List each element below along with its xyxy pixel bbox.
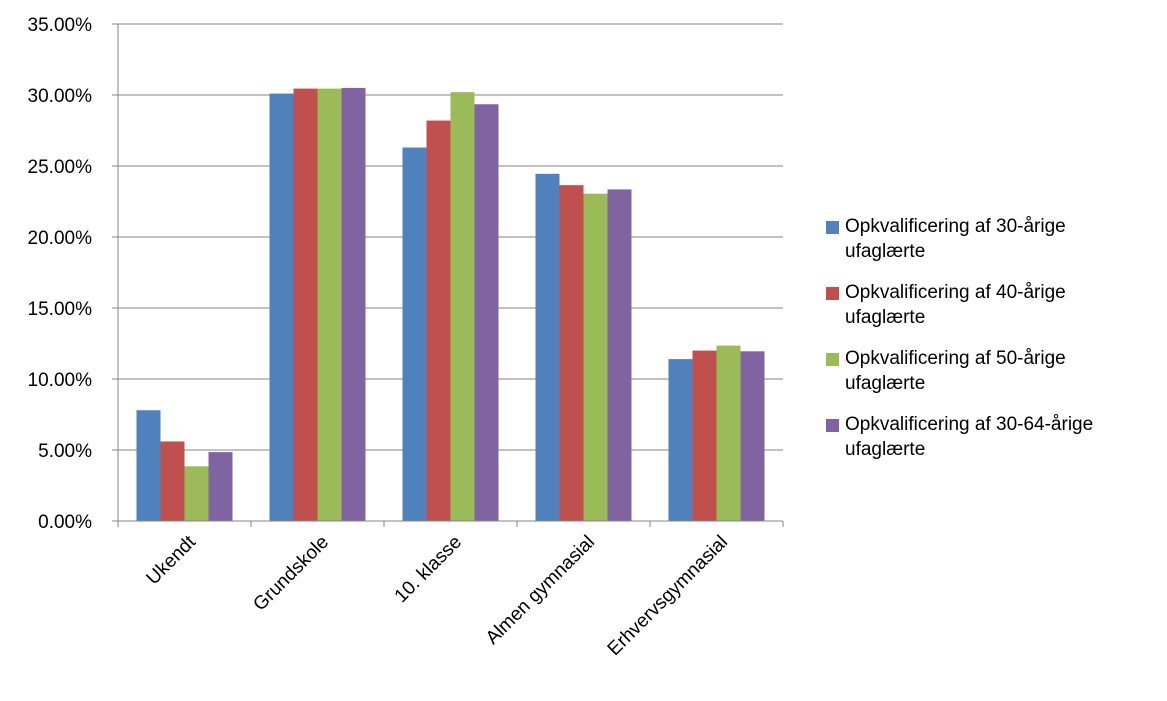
bar <box>402 147 427 522</box>
x-category-label: Erhvervsgymnasial <box>604 532 732 660</box>
y-axis-tick-labels: 0.00% 5.00% 10.00% 15.00% 20.00% 25.00% 30.00%… <box>28 15 93 533</box>
y-tick-label: 15.00% <box>28 299 93 320</box>
x-category-label: Grundskole <box>249 532 333 616</box>
legend-label: Opkvalificering af 30-årige ufaglærte <box>845 216 1066 262</box>
y-tick-label: 0.00% <box>38 512 92 533</box>
y-tick-label: 20.00% <box>28 228 93 249</box>
legend-item: Opkvalificering af 30-årige ufaglærte <box>826 214 1161 264</box>
bars <box>136 87 765 522</box>
legend-item: Opkvalificering af 50-årige ufaglærte <box>826 346 1161 396</box>
bar <box>293 88 318 522</box>
bar <box>136 410 161 521</box>
y-tick-label: 30.00% <box>28 86 93 107</box>
bar <box>208 452 233 521</box>
legend-label: Opkvalificering af 40-årige ufaglærte <box>845 282 1066 328</box>
legend-swatch <box>826 419 839 432</box>
x-category-label: Ukendt <box>143 531 201 589</box>
legend-item: Opkvalificering af 30-64-årige ufaglærte <box>826 412 1161 462</box>
bar <box>269 93 294 521</box>
bar <box>535 173 560 521</box>
bar <box>426 120 451 521</box>
bar <box>692 350 717 521</box>
x-category-label: 10. klasse <box>391 532 466 607</box>
axes <box>112 23 784 527</box>
bar <box>450 92 475 521</box>
x-axis-category-labels: Ukendt Grundskole 10. klasse Almen gymnasia… <box>143 531 732 660</box>
bar <box>474 104 499 521</box>
y-tick-label: 10.00% <box>28 370 93 391</box>
legend: Opkvalificering af 30-årige ufaglærte Opk… <box>826 214 1161 478</box>
bar <box>668 359 693 521</box>
bar <box>559 185 584 522</box>
bar <box>317 88 342 522</box>
legend-label: Opkvalificering af 50-årige ufaglærte <box>845 348 1066 394</box>
legend-swatch <box>826 353 839 366</box>
legend-swatch <box>826 221 839 234</box>
bar <box>607 189 632 521</box>
y-tick-label: 35.00% <box>28 15 93 36</box>
bar <box>184 466 209 521</box>
x-category-label: Almen gymnasial <box>482 532 599 649</box>
legend-label: Opkvalificering af 30-64-årige ufaglærte <box>845 414 1094 460</box>
bar <box>716 345 741 521</box>
y-tick-label: 25.00% <box>28 157 93 178</box>
bar <box>583 193 608 521</box>
y-tick-label: 5.00% <box>38 441 92 462</box>
bar <box>341 87 366 522</box>
bar <box>740 351 765 521</box>
bar <box>160 441 185 521</box>
legend-swatch <box>826 287 839 300</box>
legend-item: Opkvalificering af 40-årige ufaglærte <box>826 280 1161 330</box>
